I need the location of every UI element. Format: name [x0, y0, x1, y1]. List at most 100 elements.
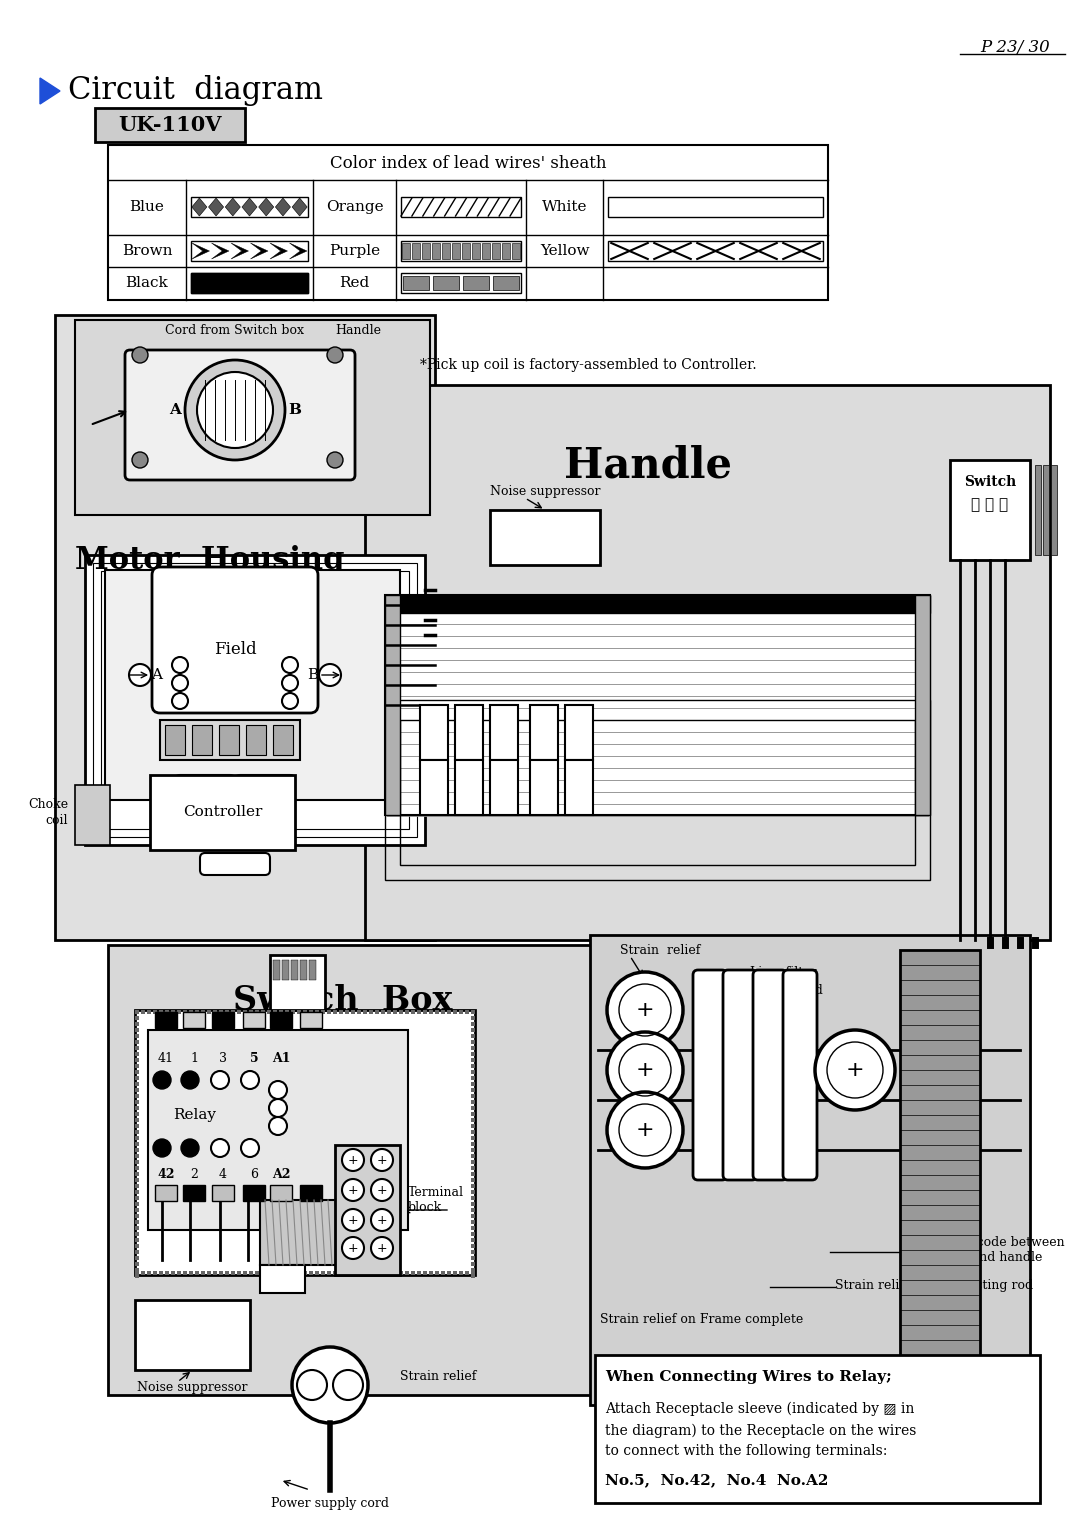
- Bar: [381, 1010, 384, 1015]
- Text: Strain relief on Frame complete: Strain relief on Frame complete: [600, 1314, 804, 1326]
- Bar: [411, 1271, 415, 1274]
- Bar: [384, 594, 930, 613]
- Bar: [135, 1010, 139, 1015]
- Text: No.5,  No.42,  No.4  No.A2: No.5, No.42, No.4 No.A2: [605, 1473, 828, 1487]
- Text: 42: 42: [158, 1169, 175, 1181]
- Bar: [471, 1154, 475, 1158]
- Bar: [75, 319, 430, 515]
- Bar: [135, 1135, 139, 1140]
- Bar: [471, 1034, 475, 1038]
- Bar: [471, 1057, 475, 1062]
- Polygon shape: [212, 243, 229, 260]
- Bar: [423, 1010, 427, 1015]
- Bar: [608, 241, 823, 261]
- Bar: [279, 1010, 283, 1015]
- Polygon shape: [242, 199, 257, 215]
- Bar: [135, 1190, 139, 1193]
- Circle shape: [282, 694, 298, 709]
- Bar: [321, 1271, 325, 1274]
- Text: Handle: Handle: [335, 324, 381, 336]
- Circle shape: [297, 1371, 327, 1400]
- FancyBboxPatch shape: [200, 853, 270, 876]
- Bar: [135, 1225, 139, 1230]
- Text: 2: 2: [190, 1169, 198, 1181]
- Text: Black: Black: [125, 277, 168, 290]
- Circle shape: [197, 371, 273, 448]
- Text: B: B: [288, 403, 301, 417]
- Bar: [482, 243, 490, 260]
- Bar: [339, 1010, 343, 1015]
- Bar: [471, 1271, 475, 1274]
- Bar: [471, 1219, 475, 1224]
- Bar: [435, 1271, 438, 1274]
- Bar: [135, 1178, 139, 1183]
- Circle shape: [607, 1031, 683, 1108]
- Bar: [417, 1010, 421, 1015]
- Bar: [365, 385, 1050, 940]
- Text: coil: coil: [45, 813, 68, 827]
- Bar: [387, 1010, 391, 1015]
- Bar: [900, 950, 980, 1390]
- Text: Strain relief on Connecting rod: Strain relief on Connecting rod: [835, 1279, 1034, 1291]
- Bar: [471, 1256, 475, 1261]
- Bar: [267, 1010, 271, 1015]
- Bar: [403, 277, 429, 290]
- Text: White: White: [542, 200, 588, 214]
- Polygon shape: [275, 199, 291, 215]
- Bar: [335, 1144, 400, 1274]
- Bar: [207, 1271, 211, 1274]
- Bar: [402, 243, 410, 260]
- Bar: [405, 1010, 409, 1015]
- Text: Switch: Switch: [963, 475, 1016, 489]
- Bar: [471, 1166, 475, 1170]
- Bar: [183, 1010, 187, 1015]
- Circle shape: [372, 1209, 393, 1232]
- Bar: [135, 1209, 139, 1212]
- Bar: [231, 1271, 235, 1274]
- Bar: [339, 1271, 343, 1274]
- Text: A: A: [170, 403, 181, 417]
- Text: 4: 4: [219, 1169, 227, 1181]
- Bar: [303, 1010, 307, 1015]
- Text: 6: 6: [249, 1169, 258, 1181]
- Bar: [261, 1010, 265, 1015]
- Bar: [135, 1106, 139, 1109]
- Bar: [463, 277, 489, 290]
- Bar: [135, 1010, 139, 1015]
- Bar: [291, 1010, 295, 1015]
- Bar: [135, 1034, 139, 1038]
- Bar: [471, 1010, 475, 1015]
- Bar: [135, 1172, 139, 1177]
- Text: Red: Red: [339, 277, 369, 290]
- Text: +: +: [377, 1213, 388, 1227]
- Bar: [471, 1106, 475, 1109]
- Bar: [243, 1186, 265, 1201]
- Text: When Connecting Wires to Relay;: When Connecting Wires to Relay;: [605, 1371, 892, 1384]
- Bar: [441, 1271, 445, 1274]
- Bar: [471, 1010, 475, 1015]
- Bar: [156, 1186, 177, 1201]
- Circle shape: [342, 1149, 364, 1170]
- Bar: [363, 1010, 367, 1015]
- Bar: [459, 1271, 463, 1274]
- Bar: [471, 1047, 475, 1050]
- Bar: [105, 570, 400, 801]
- Bar: [273, 960, 280, 979]
- Text: Cord from Switch box: Cord from Switch box: [165, 324, 303, 336]
- Bar: [471, 1148, 475, 1152]
- Polygon shape: [40, 78, 60, 104]
- Bar: [393, 1010, 397, 1015]
- Bar: [300, 960, 307, 979]
- Bar: [321, 1010, 325, 1015]
- Bar: [273, 1271, 276, 1274]
- Bar: [135, 1219, 139, 1224]
- Bar: [492, 243, 500, 260]
- Bar: [411, 1010, 415, 1015]
- Bar: [148, 1030, 408, 1230]
- Circle shape: [327, 452, 343, 468]
- Circle shape: [172, 675, 188, 691]
- Bar: [950, 460, 1030, 559]
- Bar: [384, 594, 400, 814]
- Text: A2: A2: [272, 1169, 291, 1181]
- Polygon shape: [270, 243, 287, 260]
